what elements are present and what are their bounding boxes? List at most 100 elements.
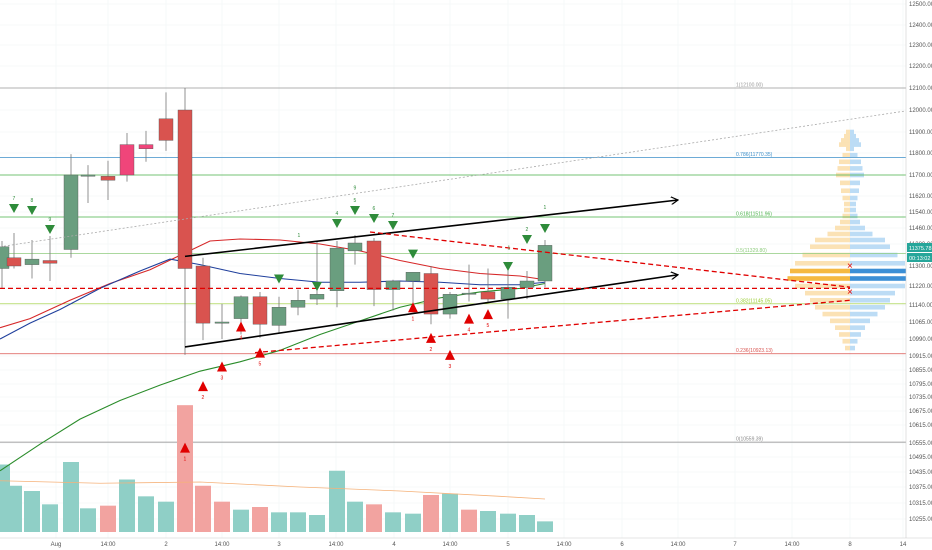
candle-body bbox=[290, 300, 306, 308]
volume-profile-bar bbox=[850, 304, 885, 310]
candle[interactable] bbox=[177, 88, 193, 355]
volume-profile-bar bbox=[835, 225, 850, 231]
volume-profile-bar bbox=[850, 225, 865, 231]
volume-profile-bar bbox=[835, 325, 850, 330]
candle[interactable] bbox=[480, 268, 496, 303]
trendline[interactable] bbox=[184, 275, 678, 348]
candle[interactable] bbox=[290, 289, 306, 316]
candle[interactable] bbox=[405, 272, 421, 305]
candle[interactable] bbox=[119, 133, 135, 182]
candle[interactable] bbox=[461, 264, 477, 302]
volume-profile-bar bbox=[805, 290, 850, 296]
volume-profile-bar bbox=[787, 276, 850, 281]
candle[interactable] bbox=[423, 266, 439, 325]
candle-body bbox=[405, 272, 421, 282]
trendline[interactable] bbox=[254, 299, 851, 354]
volume-profile-bar bbox=[850, 201, 856, 207]
volume-profile-bar bbox=[841, 138, 850, 143]
trendlines[interactable] bbox=[0, 109, 913, 354]
candle-body bbox=[177, 109, 193, 269]
signal-count-label: 4 bbox=[240, 336, 243, 342]
trendline[interactable] bbox=[369, 231, 851, 288]
fib-level-label: 0(10559.39) bbox=[736, 437, 763, 443]
candle[interactable] bbox=[6, 233, 22, 269]
volume-bar bbox=[119, 479, 135, 532]
candle[interactable] bbox=[80, 165, 96, 203]
volume-profile-bar bbox=[850, 195, 858, 201]
moving-averages bbox=[0, 238, 546, 500]
candle[interactable] bbox=[158, 92, 174, 151]
buy-signal-arrow bbox=[483, 309, 493, 320]
volume-bar bbox=[537, 521, 553, 532]
fib-level-label: 1(12100.00) bbox=[736, 83, 763, 89]
candles[interactable] bbox=[0, 88, 553, 355]
candle[interactable] bbox=[271, 296, 287, 334]
candle[interactable] bbox=[24, 240, 40, 279]
candle[interactable] bbox=[100, 160, 116, 200]
volume-profile-bar bbox=[841, 188, 850, 194]
price-tick-label: 11700.00 bbox=[909, 173, 932, 179]
candle[interactable] bbox=[442, 291, 458, 319]
candle[interactable] bbox=[42, 236, 58, 281]
trendline[interactable] bbox=[0, 109, 913, 248]
candle[interactable] bbox=[366, 238, 382, 307]
volume-profile-bar bbox=[839, 332, 850, 337]
volume-profile-bar bbox=[850, 159, 861, 165]
sell-signal-arrow bbox=[27, 206, 37, 215]
time-tick-label: 14:00 bbox=[214, 542, 230, 548]
volume-profile-bar bbox=[850, 213, 858, 219]
volume-profile-bar bbox=[837, 166, 850, 171]
volume-profile-bar bbox=[850, 268, 910, 274]
signal-count-label: 7 bbox=[13, 196, 16, 202]
time-tick-label: 14 bbox=[900, 542, 907, 548]
volume-bar bbox=[290, 512, 306, 532]
signal-count-label: 3 bbox=[449, 364, 452, 370]
candle[interactable] bbox=[537, 240, 553, 288]
volume-bar bbox=[347, 501, 363, 532]
candle-body bbox=[80, 174, 96, 177]
candle[interactable] bbox=[519, 271, 535, 300]
buy-signal-arrow bbox=[217, 361, 227, 372]
volume-ma-line bbox=[0, 480, 546, 500]
volume-bar bbox=[385, 512, 401, 532]
signal-count-label: 4 bbox=[468, 328, 471, 334]
candle[interactable] bbox=[329, 241, 345, 308]
volume-profile-bar bbox=[850, 231, 873, 237]
candle[interactable] bbox=[214, 303, 230, 339]
fib-level-label: 0.382(11145.05) bbox=[736, 298, 772, 304]
trendline[interactable] bbox=[184, 200, 678, 258]
volume-bar bbox=[100, 505, 116, 532]
sell-signal-arrow bbox=[312, 282, 322, 291]
candle[interactable] bbox=[500, 264, 516, 319]
volume-profile-bar bbox=[850, 146, 854, 152]
volume-profile-bar bbox=[802, 252, 850, 258]
candle[interactable] bbox=[63, 154, 79, 258]
candle[interactable] bbox=[385, 279, 401, 311]
volume-bar bbox=[329, 470, 345, 532]
signal-count-label: 8 bbox=[31, 198, 34, 204]
candle[interactable] bbox=[309, 242, 325, 305]
volume-profile-bar bbox=[815, 304, 850, 310]
volume-profile-x-mark: × bbox=[847, 261, 853, 272]
candle[interactable] bbox=[252, 291, 268, 338]
candle[interactable] bbox=[138, 130, 154, 162]
signal-count-label: 1 bbox=[298, 233, 301, 239]
volume-profile-bar bbox=[850, 207, 856, 213]
sell-signal-arrow bbox=[369, 214, 379, 223]
volume-bar bbox=[6, 485, 22, 532]
time-tick-label: 14:00 bbox=[328, 542, 344, 548]
volume-bar bbox=[405, 513, 421, 532]
buy-signal-arrow bbox=[408, 302, 418, 313]
buy-signal-arrow bbox=[198, 381, 208, 392]
candle[interactable] bbox=[347, 235, 363, 265]
price-axis[interactable]: 12500.00 12400.00 12300.00 12200.00 12100.00… bbox=[905, 0, 932, 538]
volume-bar bbox=[177, 405, 193, 532]
volume-profile-bar bbox=[850, 283, 905, 289]
candle-body bbox=[423, 273, 439, 315]
volume-bar bbox=[252, 507, 268, 532]
candle[interactable] bbox=[195, 257, 211, 341]
time-axis[interactable]: Aug 14:00 2 14:00 3 14:00 4 14:00 5 14:00 6 14:00 7 1… bbox=[0, 537, 932, 550]
candle-body bbox=[214, 321, 230, 324]
signal-count-label: 9 bbox=[49, 217, 52, 223]
